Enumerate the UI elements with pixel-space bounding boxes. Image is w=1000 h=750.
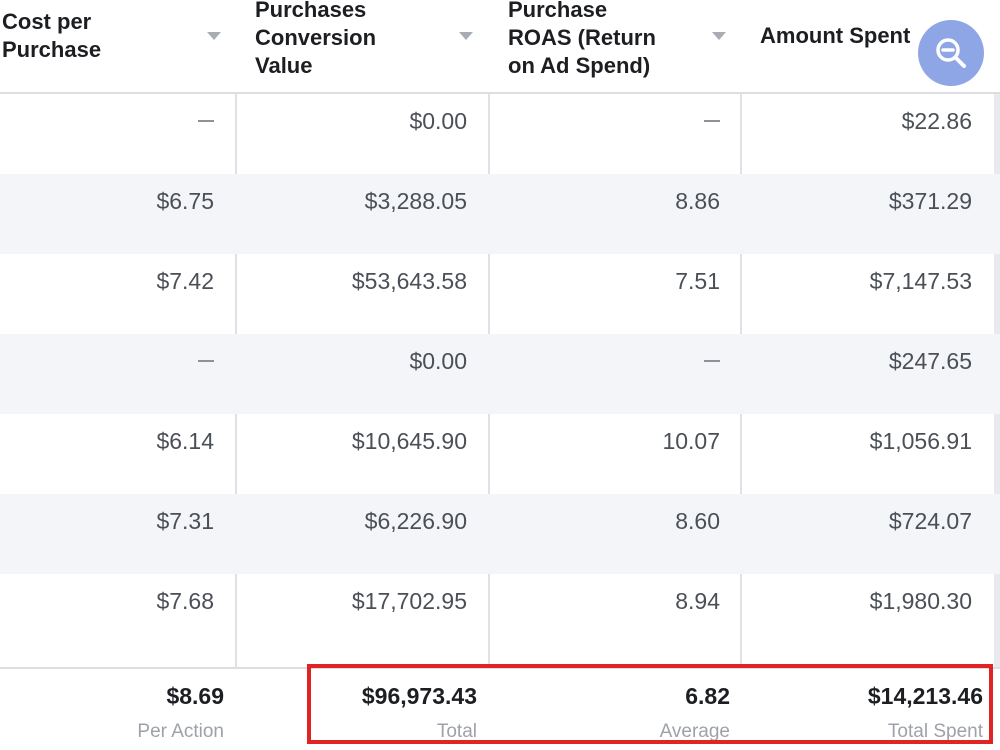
roas-cell: 7.51	[675, 268, 720, 294]
conversion-value-cell: $10,645.90	[351, 428, 467, 454]
column-header-amount-spent[interactable]: Amount Spent	[760, 0, 960, 92]
table-body: $0.00 $22.86 $6.75 $3,288.05 8.86 $371.2…	[0, 94, 1000, 654]
amount-spent-cell: $724.07	[888, 508, 972, 534]
total-caption: Per Action	[137, 721, 224, 742]
roas-cell: 8.94	[675, 588, 720, 614]
cost-per-purchase-cell: $7.68	[156, 588, 214, 614]
roas-cell	[704, 108, 720, 135]
conversion-value-cell: $3,288.05	[364, 188, 467, 214]
cost-per-purchase-cell: $7.31	[156, 508, 214, 534]
roas-cell	[704, 348, 720, 375]
column-header-cost-per-purchase[interactable]: Cost per Purchase	[2, 0, 232, 92]
cost-per-purchase-cell: $6.14	[156, 428, 214, 454]
column-header-label: Amount Spent	[760, 23, 911, 48]
total-caption: Average	[659, 721, 730, 742]
empty-dash	[198, 119, 214, 122]
total-roas: 6.82 Average	[492, 669, 730, 750]
table-row[interactable]: $7.42 $53,643.58 7.51 $7,147.53	[0, 254, 1000, 334]
column-header-label: Cost per Purchase	[2, 9, 102, 62]
sort-caret-icon[interactable]	[712, 32, 726, 40]
conversion-value-cell: $6,226.90	[364, 508, 467, 534]
table-row[interactable]: $7.68 $17,702.95 8.94 $1,980.30	[0, 574, 1000, 654]
zoom-out-button[interactable]	[918, 20, 984, 86]
roas-cell: 8.86	[675, 188, 720, 214]
amount-spent-cell: $22.86	[901, 108, 972, 134]
totals-highlight-box	[307, 664, 993, 744]
total-value: 6.82	[685, 683, 730, 709]
total-caption: Total	[436, 721, 477, 742]
total-amount-spent: $14,213.46 Total Spent	[745, 669, 983, 750]
amount-spent-cell: $1,056.91	[869, 428, 972, 454]
sort-caret-icon[interactable]	[207, 32, 221, 40]
cost-per-purchase-cell	[198, 348, 214, 375]
empty-dash	[704, 359, 720, 362]
column-header-conversion-value[interactable]: Purchases Conversion Value	[255, 0, 485, 92]
table-row[interactable]: $0.00 $247.65	[0, 334, 1000, 414]
column-header-label: Purchase ROAS (Return on Ad Spend)	[508, 0, 656, 78]
total-value: $8.69	[166, 683, 224, 709]
total-cost-per-purchase: $8.69 Per Action	[0, 669, 224, 750]
total-value: $96,973.43	[361, 683, 477, 709]
amount-spent-cell: $7,147.53	[869, 268, 972, 294]
amount-spent-cell: $371.29	[888, 188, 972, 214]
column-header-label: Purchases Conversion Value	[255, 0, 377, 78]
cost-per-purchase-cell: $7.42	[156, 268, 214, 294]
zoom-out-icon	[936, 38, 966, 68]
table-totals-row: $8.69 Per Action $96,973.43 Total 6.82 A…	[0, 667, 1000, 750]
table-row[interactable]: $7.31 $6,226.90 8.60 $724.07	[0, 494, 1000, 574]
conversion-value-cell: $0.00	[409, 348, 467, 374]
cost-per-purchase-cell: $6.75	[156, 188, 214, 214]
table-header: Cost per Purchase Purchases Conversion V…	[0, 0, 1000, 94]
amount-spent-cell: $247.65	[888, 348, 972, 374]
table-row[interactable]: $6.14 $10,645.90 10.07 $1,056.91	[0, 414, 1000, 494]
roas-cell: 8.60	[675, 508, 720, 534]
table-row[interactable]: $0.00 $22.86	[0, 94, 1000, 174]
amount-spent-cell: $1,980.30	[869, 588, 972, 614]
conversion-value-cell: $17,702.95	[351, 588, 467, 614]
roas-cell: 10.07	[662, 428, 720, 454]
conversion-value-cell: $53,643.58	[351, 268, 467, 294]
conversion-value-cell: $0.00	[409, 108, 467, 134]
empty-dash	[704, 119, 720, 122]
empty-dash	[198, 359, 214, 362]
sort-caret-icon[interactable]	[459, 32, 473, 40]
cost-per-purchase-cell	[198, 108, 214, 135]
column-header-roas[interactable]: Purchase ROAS (Return on Ad Spend)	[508, 0, 738, 92]
total-caption: Total Spent	[887, 721, 983, 742]
total-value: $14,213.46	[867, 683, 983, 709]
total-conversion-value: $96,973.43 Total	[240, 669, 477, 750]
table-row[interactable]: $6.75 $3,288.05 8.86 $371.29	[0, 174, 1000, 254]
